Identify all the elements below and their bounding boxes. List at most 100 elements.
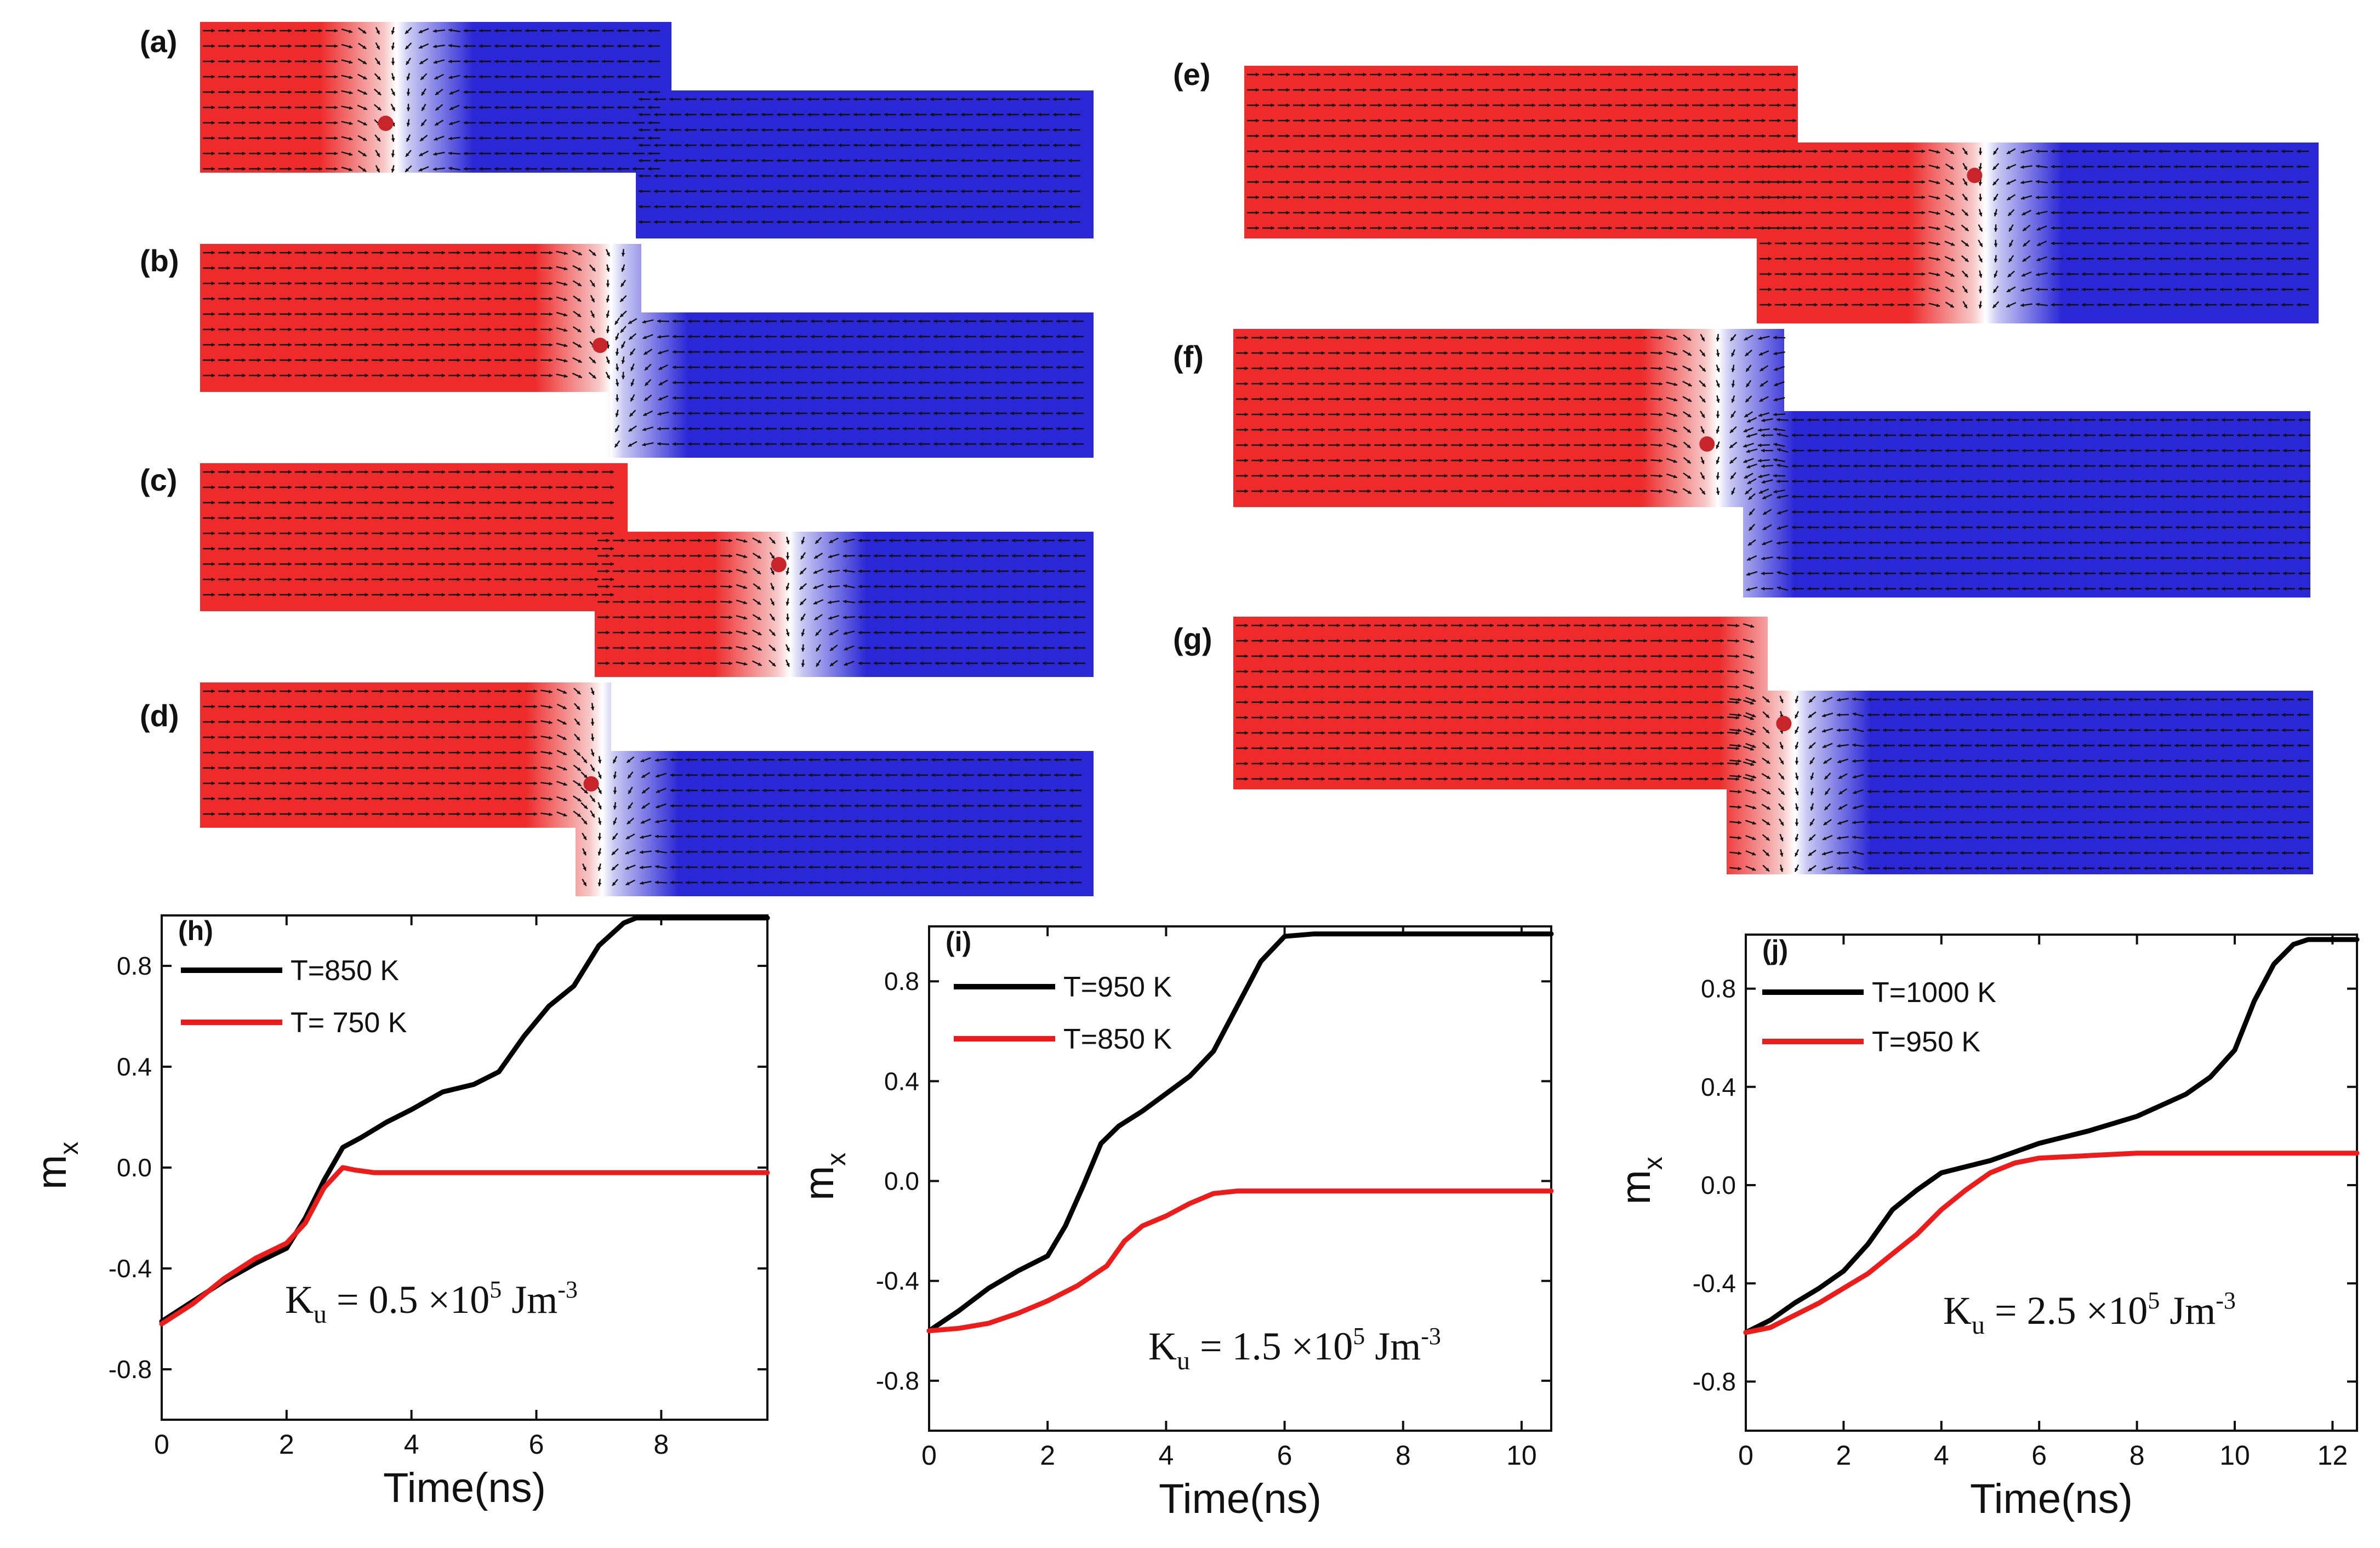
panel-label: (g) <box>1173 622 1212 656</box>
series-line <box>1743 937 2360 1335</box>
series-line <box>159 1165 770 1327</box>
lower-wire-segment <box>608 312 1094 458</box>
series-line <box>159 915 770 1324</box>
panel-label: (c) <box>140 463 177 497</box>
legend-entry: T= 750 K <box>291 1007 407 1039</box>
y-tick-label: -0.4 <box>109 1254 152 1283</box>
x-tick-label: 0 <box>1738 1440 1753 1471</box>
upper-wire-segment <box>200 22 671 173</box>
snapshot-panel: (f) <box>1173 329 2310 597</box>
x-tick-label: 8 <box>653 1429 669 1460</box>
x-tick-label: 8 <box>2130 1440 2145 1471</box>
snapshot-panel: (g) <box>1173 617 2313 874</box>
lower-wire-segment <box>636 90 1094 238</box>
legend-entry: T=1000 K <box>1872 977 1996 1009</box>
charts-group: -0.8 -0.4 0.0 0.4 0.8 0 2 4 6 8 Time(ns) mx T=850 K T… <box>29 914 2360 1522</box>
vortex-core-dot <box>1967 168 1983 183</box>
upper-wire-segment <box>200 463 628 611</box>
snapshots-group: (a) (b) (c) (d) (e) (f) (g) <box>140 22 2319 896</box>
vortex-core-dot <box>1776 716 1792 731</box>
x-tick-label: 6 <box>529 1429 544 1460</box>
x-tick-label: 8 <box>1396 1440 1411 1471</box>
plot-frame <box>928 925 1552 1432</box>
y-tick-label: -0.8 <box>1693 1367 1736 1396</box>
x-tick-label: 4 <box>1934 1440 1949 1471</box>
lower-wire-segment <box>1727 691 2313 874</box>
series-line <box>926 1188 1554 1334</box>
panel-label: (d) <box>140 698 179 733</box>
snapshot-panel: (d) <box>140 682 1094 896</box>
legend-entry: T=950 K <box>1872 1026 1980 1058</box>
x-tick-label: 4 <box>1158 1440 1174 1471</box>
anisotropy-annotation: Ku = 0.5 ×105 Jm-3 <box>285 1276 578 1329</box>
lower-wire-segment <box>595 532 1094 677</box>
x-axis-label: Time(ns) <box>383 1465 546 1511</box>
x-axis-label: Time(ns) <box>1159 1476 1322 1522</box>
snapshot-panel: (b) <box>140 243 1094 458</box>
upper-wire-segment <box>1233 329 1784 507</box>
panel-label: (a) <box>140 24 177 59</box>
magnetization-arrows <box>1236 623 2309 872</box>
vortex-core-dot <box>583 776 599 792</box>
x-tick-label: 6 <box>2031 1440 2047 1471</box>
upper-wire-segment <box>200 244 641 392</box>
anisotropy-annotation: Ku = 2.5 ×105 Jm-3 <box>1943 1287 2236 1340</box>
y-tick-label: -0.8 <box>876 1367 919 1395</box>
panel-label: (h) <box>178 915 213 946</box>
magnetization-arrows <box>203 27 1080 224</box>
lower-wire-segment <box>1757 143 2319 323</box>
panel-label: (e) <box>1173 57 1210 92</box>
y-axis-label: mx <box>1613 1157 1668 1204</box>
magnetization-arrows <box>203 249 1084 448</box>
magnetization-arrows <box>203 687 1081 886</box>
magnetization-arrows <box>203 470 1085 667</box>
plot-frame <box>161 914 768 1421</box>
series-line <box>926 931 1554 1334</box>
chart-panel: -0.8 -0.4 0.0 0.4 0.8 0 2 4 6 8 10 Time(ns) mx T=950 … <box>796 925 1554 1522</box>
y-tick-label: -0.4 <box>876 1267 919 1295</box>
vortex-core-dot <box>1699 436 1715 452</box>
x-tick-label: 10 <box>1506 1440 1537 1471</box>
anisotropy-annotation: Ku = 1.5 ×105 Jm-3 <box>1148 1323 1441 1375</box>
y-tick-label: -0.8 <box>109 1355 152 1384</box>
panel-label: (b) <box>140 243 179 278</box>
x-tick-label: 0 <box>921 1440 937 1471</box>
lower-wire-segment <box>576 751 1094 896</box>
snapshot-panel: (c) <box>140 463 1094 677</box>
legend-entry: T=850 K <box>291 955 399 987</box>
x-tick-label: 2 <box>279 1429 294 1460</box>
lower-wire-segment <box>1743 411 2310 597</box>
panel-label: (f) <box>1173 339 1204 374</box>
y-tick-label: 0.4 <box>117 1052 152 1081</box>
y-axis-label: mx <box>29 1142 84 1190</box>
y-tick-label: 0.4 <box>1701 1073 1736 1101</box>
y-tick-label: 0.0 <box>1701 1171 1736 1199</box>
x-tick-label: 4 <box>404 1429 419 1460</box>
y-tick-label: 0.4 <box>884 1067 919 1095</box>
legend-entry: T=950 K <box>1063 971 1172 1003</box>
panel-label: (j) <box>1762 935 1788 965</box>
magnetization-arrows <box>1236 334 2310 591</box>
x-tick-label: 0 <box>154 1429 169 1460</box>
snapshot-panel: (a) <box>140 22 1094 238</box>
x-axis-label: Time(ns) <box>1970 1476 2133 1522</box>
series-line <box>1743 1151 2360 1335</box>
magnetization-arrows <box>1247 72 2309 309</box>
vortex-core-dot <box>771 557 787 572</box>
y-tick-label: 0.8 <box>1701 975 1736 1003</box>
vortex-core-dot <box>592 338 608 353</box>
upper-wire-segment <box>1244 66 1798 238</box>
x-tick-label: 10 <box>2219 1440 2250 1471</box>
x-tick-label: 12 <box>2318 1440 2348 1471</box>
y-tick-label: 0.0 <box>117 1153 152 1182</box>
legend-entry: T=850 K <box>1063 1023 1172 1055</box>
x-tick-label: 2 <box>1836 1440 1851 1471</box>
plot-frame <box>1745 934 2358 1432</box>
x-tick-label: 6 <box>1277 1440 1293 1471</box>
chart-panel: -0.8 -0.4 0.0 0.4 0.8 0 2 4 6 8 Time(ns) mx T=850 K T… <box>29 914 770 1511</box>
y-tick-label: 0.0 <box>884 1167 919 1196</box>
snapshot-panel: (e) <box>1173 57 2319 323</box>
x-tick-label: 2 <box>1040 1440 1055 1471</box>
vortex-core-dot <box>378 116 394 131</box>
